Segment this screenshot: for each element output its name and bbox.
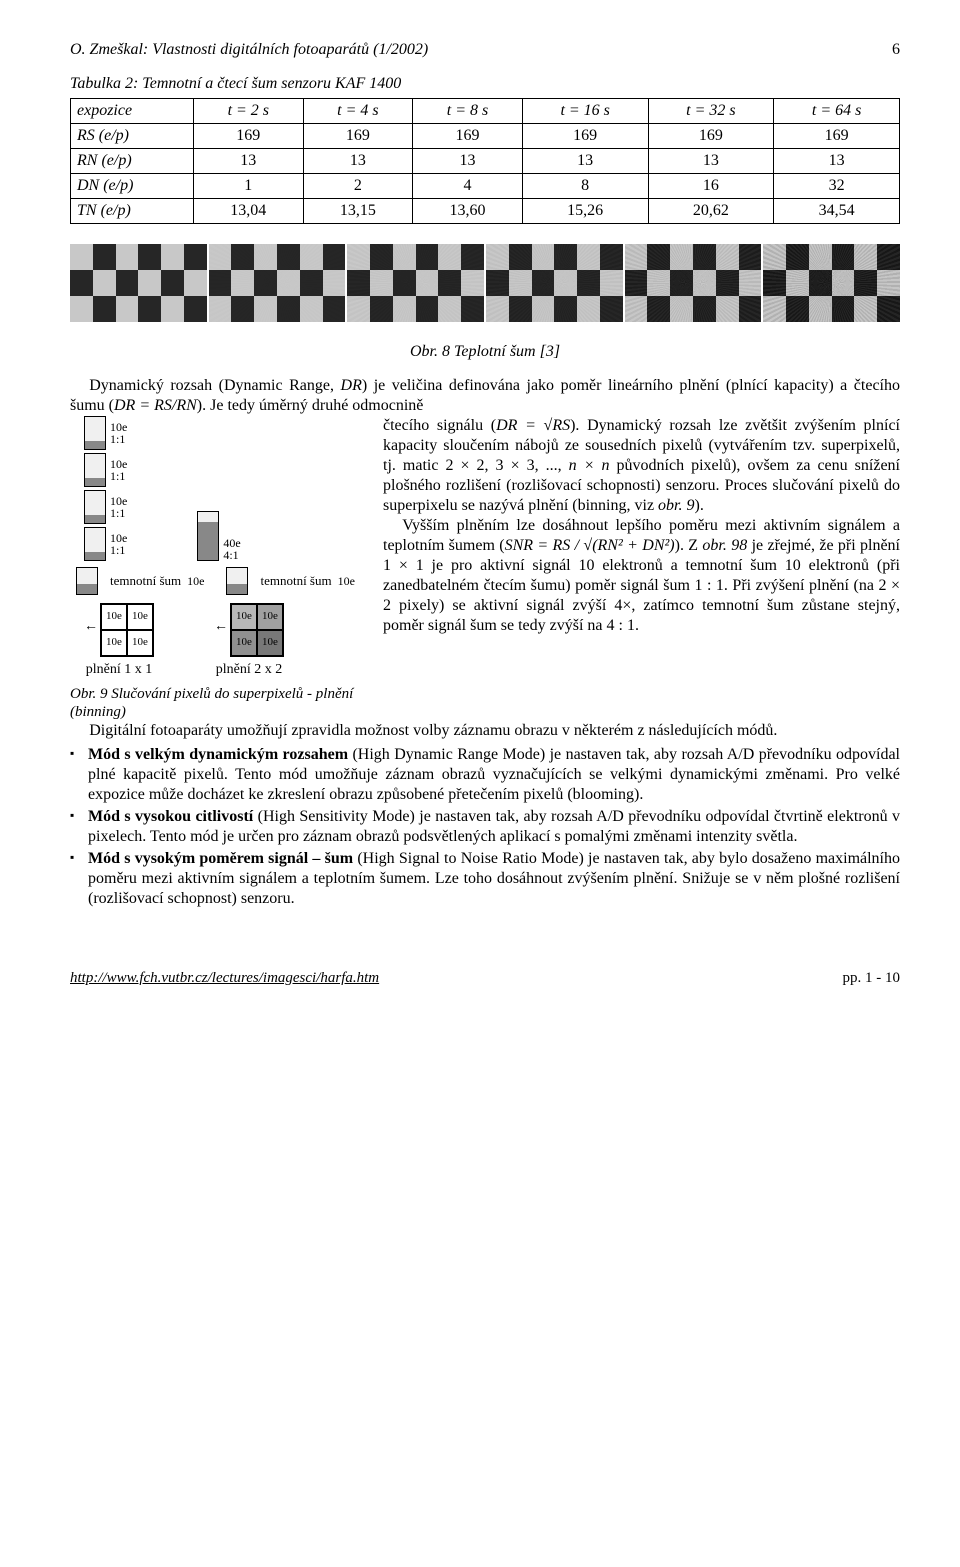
table-row: TN (e/p) 13,04 13,15 13,60 15,26 20,62 3… [71, 199, 900, 224]
table-row: RN (e/p) 13 13 13 13 13 13 [71, 149, 900, 174]
pixel-grid-1x1: 10e 10e 10e 10e [100, 603, 154, 657]
header-title: O. Zmeškal: Vlastnosti digitálních fotoa… [70, 40, 428, 60]
fig9-column: 10e1:1 10e1:1 10e1:1 10e1:1 40e4:1 [70, 416, 365, 721]
well-icon [84, 490, 106, 524]
mode-item: Mód s velkým dynamickým rozsahem (High D… [70, 745, 900, 805]
well-icon [84, 527, 106, 561]
mode-item: Mód s vysokou citlivostí (High Sensitivi… [70, 807, 900, 847]
fig9-right-bigwell: 40e4:1 [197, 511, 240, 561]
two-column-region: 10e1:1 10e1:1 10e1:1 10e1:1 40e4:1 [70, 416, 900, 721]
noise-panel [347, 244, 484, 322]
noise-panel [763, 244, 900, 322]
rightcol-p1: čtecího signálu (DR = √RS). Dynamický ro… [383, 416, 900, 516]
footer-page-range: pp. 1 - 10 [843, 969, 901, 988]
fig9-caption: Obr. 9 Slučování pixelů do superpixelů -… [70, 685, 365, 721]
footer-url-link[interactable]: http://www.fch.vutbr.cz/lectures/imagesc… [70, 969, 379, 988]
well-icon [76, 567, 98, 595]
th-expozice: expozice [71, 99, 194, 124]
table2: expozice t = 2 s t = 4 s t = 8 s t = 16 … [70, 98, 900, 224]
eq-dr-sqrt-rs: DR = √RS [496, 417, 570, 434]
table2-caption: Tabulka 2: Temnotní a čtecí šum senzoru … [70, 74, 900, 94]
noise-panel [486, 244, 623, 322]
dark-noise-label: temnotní šum [110, 573, 181, 589]
header-page-number: 6 [892, 40, 900, 60]
well-icon [226, 567, 248, 595]
eq-snr: SNR = RS / √(RN² + DN²) [505, 537, 675, 554]
well-icon [84, 416, 106, 450]
well-icon [84, 453, 106, 487]
noise-panel [625, 244, 762, 322]
pixel-grid-2x2: 10e 10e 10e 10e [230, 603, 284, 657]
well-icon [197, 511, 219, 561]
right-text-column: čtecího signálu (DR = √RS). Dynamický ro… [383, 416, 900, 721]
eq-dr-rsrn: DR = RS/RN [114, 397, 197, 414]
page-header: O. Zmeškal: Vlastnosti digitálních fotoa… [70, 40, 900, 60]
table-row: DN (e/p) 1 2 4 8 16 32 [71, 174, 900, 199]
below-paragraph: Digitální fotoaparáty umožňují zpravidla… [70, 721, 900, 741]
intro-paragraph: Dynamický rozsah (Dynamic Range, DR) je … [70, 376, 900, 416]
rightcol-p2: Vyšším plněním lze dosáhnout lepšího pom… [383, 516, 900, 636]
fig9-left-stack: 10e1:1 10e1:1 10e1:1 10e1:1 [84, 416, 127, 561]
mode-item: Mód s vysokým poměrem signál – šum (High… [70, 849, 900, 909]
table-header-row: expozice t = 2 s t = 4 s t = 8 s t = 16 … [71, 99, 900, 124]
bin1-label: plnění 1 x 1 [86, 661, 153, 679]
fig9-binning-grids: ← 10e 10e 10e 10e plnění 1 x 1 ← 10e 10e [84, 597, 365, 679]
fig8-caption: Obr. 8 Teplotní šum [3] [70, 342, 900, 362]
bin2-label: plnění 2 x 2 [216, 661, 283, 679]
noise-panel [209, 244, 346, 322]
fig8-noise-strip [70, 244, 900, 322]
page-footer: http://www.fch.vutbr.cz/lectures/imagesc… [70, 969, 900, 988]
mode-list: Mód s velkým dynamickým rozsahem (High D… [70, 745, 900, 909]
noise-panel [70, 244, 207, 322]
table-row: RS (e/p) 169 169 169 169 169 169 [71, 124, 900, 149]
